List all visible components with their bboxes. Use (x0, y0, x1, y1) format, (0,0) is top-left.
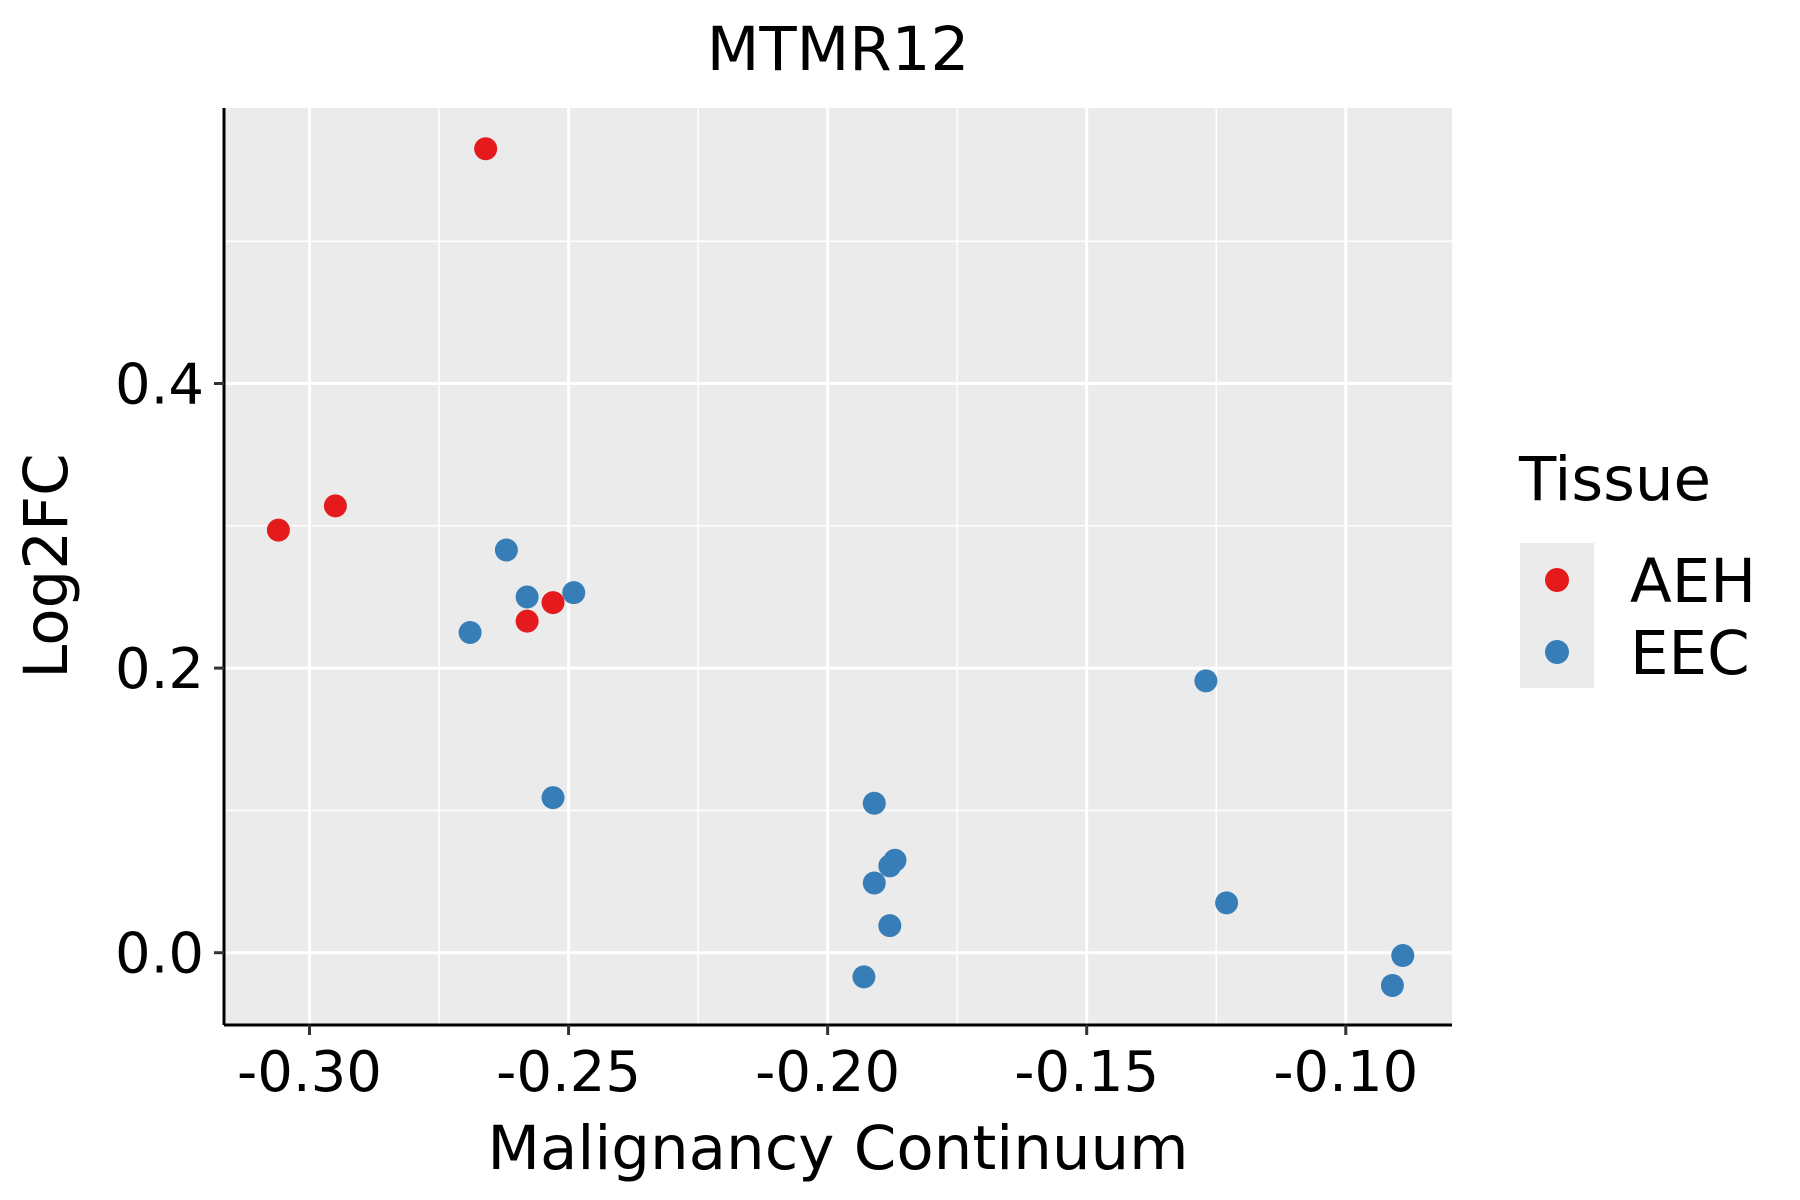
plot-panel (224, 108, 1452, 1025)
legend-title: Tissue (1518, 444, 1711, 515)
data-point-eec (1380, 973, 1404, 997)
major-gridlines (224, 108, 1452, 1025)
y-tick-label: 0.2 (115, 637, 204, 702)
x-axis-title: Malignancy Continuum (487, 1113, 1188, 1184)
data-point-eec (458, 621, 482, 645)
x-tick-label: -0.10 (1273, 1040, 1418, 1105)
x-tick-label: -0.20 (755, 1040, 900, 1105)
data-point-eec (1391, 944, 1415, 968)
y-tick-label: 0.4 (115, 352, 204, 417)
x-tick-label: -0.15 (1014, 1040, 1159, 1105)
data-point-aeh (515, 609, 539, 633)
data-point-aeh (474, 137, 498, 161)
data-point-eec (541, 786, 565, 810)
legend-label-eec: EEC (1630, 618, 1750, 689)
x-tick-label: -0.25 (496, 1040, 641, 1105)
data-point-eec (862, 791, 886, 815)
x-tick-label: -0.30 (237, 1040, 382, 1105)
legend-key-eec (1545, 640, 1569, 664)
data-point-eec (1215, 891, 1239, 915)
data-point-eec (862, 871, 886, 895)
data-point-eec (878, 914, 902, 938)
data-point-eec (852, 965, 876, 989)
data-point-eec (1194, 669, 1218, 693)
legend: Tissue AEH EEC (1518, 444, 1756, 689)
legend-label-aeh: AEH (1630, 546, 1756, 617)
data-point-aeh (266, 518, 290, 542)
data-points (266, 137, 1415, 997)
y-tick-label: 0.0 (115, 922, 204, 987)
data-point-aeh (541, 591, 565, 615)
minor-gridlines (224, 108, 1452, 1025)
legend-key-aeh (1545, 568, 1569, 592)
y-axis-title: Log2FC (11, 453, 82, 678)
chart-title: MTMR12 (707, 14, 970, 85)
legend-key-background (1520, 543, 1594, 688)
data-point-eec (515, 585, 539, 609)
data-point-eec (878, 854, 902, 878)
x-axis-ticks: -0.30 -0.25 -0.20 -0.15 -0.10 (237, 1025, 1418, 1105)
y-axis-ticks: 0.0 0.2 0.4 (115, 352, 224, 987)
data-point-eec (494, 538, 518, 562)
data-point-eec (562, 581, 586, 605)
data-point-aeh (323, 494, 347, 518)
